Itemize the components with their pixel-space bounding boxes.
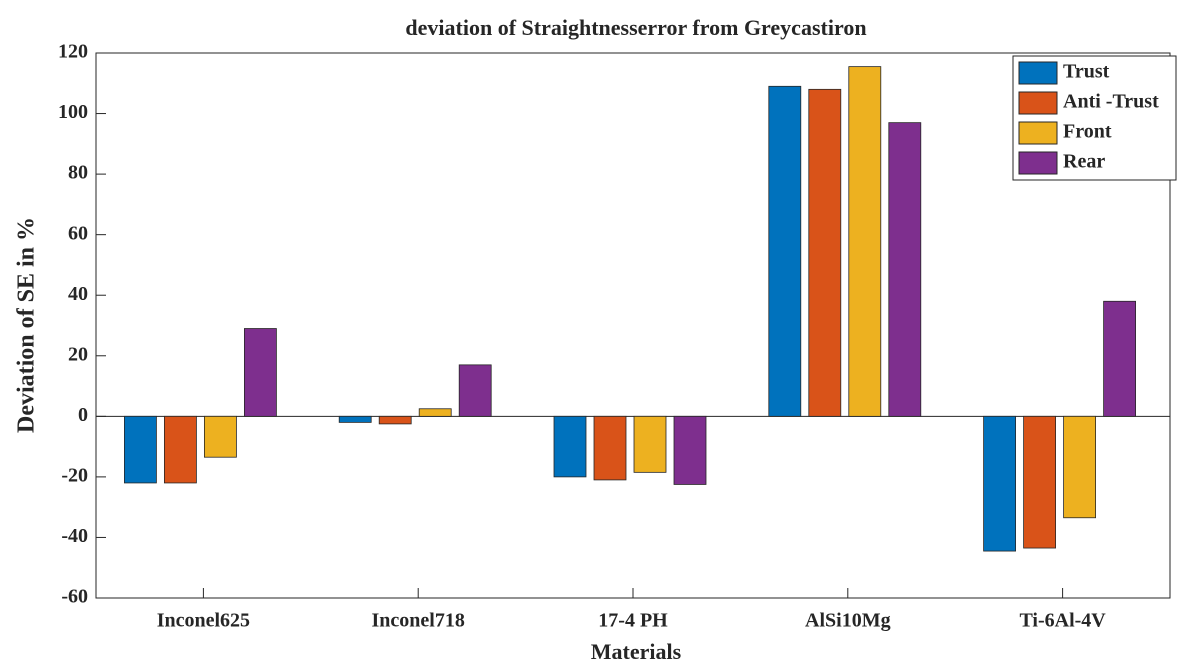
bar [673, 415, 707, 485]
legend-swatch [1018, 151, 1058, 175]
y-tick-label: 20 [68, 343, 88, 365]
bar [378, 415, 412, 425]
legend-swatch [1018, 61, 1058, 85]
bar [458, 364, 492, 417]
legend-label: Rear [1063, 151, 1105, 173]
y-tick-label: 100 [58, 101, 88, 123]
legend-swatch [1018, 121, 1058, 145]
x-tick-label: Ti-6Al-4V [1019, 610, 1106, 632]
bar [1103, 300, 1136, 417]
legend-label: Trust [1063, 61, 1110, 83]
bar [338, 415, 372, 423]
bar [124, 415, 157, 484]
chart-title: deviation of Straightnesserror from Grey… [405, 15, 866, 40]
bar [1063, 415, 1096, 519]
y-tick-label: 120 [58, 41, 88, 63]
bar [243, 328, 277, 417]
x-tick-label: 17-4 PH [598, 610, 668, 632]
bar [593, 415, 627, 481]
bar [888, 122, 922, 417]
legend-label: Front [1063, 121, 1112, 143]
y-tick-label: -40 [61, 525, 88, 547]
bar [203, 415, 237, 458]
bar [848, 66, 882, 417]
bar [808, 88, 842, 417]
x-tick-label: AlSi10Mg [805, 610, 891, 632]
legend-label: Anti -Trust [1063, 91, 1159, 113]
y-tick-label: 0 [78, 404, 88, 426]
y-axis-label: Deviation of SE in % [14, 217, 40, 433]
y-tick-label: 40 [68, 283, 88, 305]
x-axis-label: Materials [591, 639, 682, 664]
y-tick-label: 60 [68, 222, 88, 244]
bar [633, 415, 667, 473]
bar [553, 415, 587, 478]
y-tick-label: -20 [61, 464, 88, 486]
bar [768, 85, 802, 417]
y-tick-label: 80 [68, 162, 88, 184]
bar [163, 415, 197, 484]
bar [1023, 415, 1056, 549]
legend-swatch [1018, 91, 1058, 115]
bar [983, 415, 1016, 552]
y-tick-label: -60 [61, 586, 88, 608]
x-tick-label: Inconel625 [157, 610, 250, 632]
x-tick-label: Inconel718 [372, 610, 465, 632]
bar [418, 408, 452, 417]
